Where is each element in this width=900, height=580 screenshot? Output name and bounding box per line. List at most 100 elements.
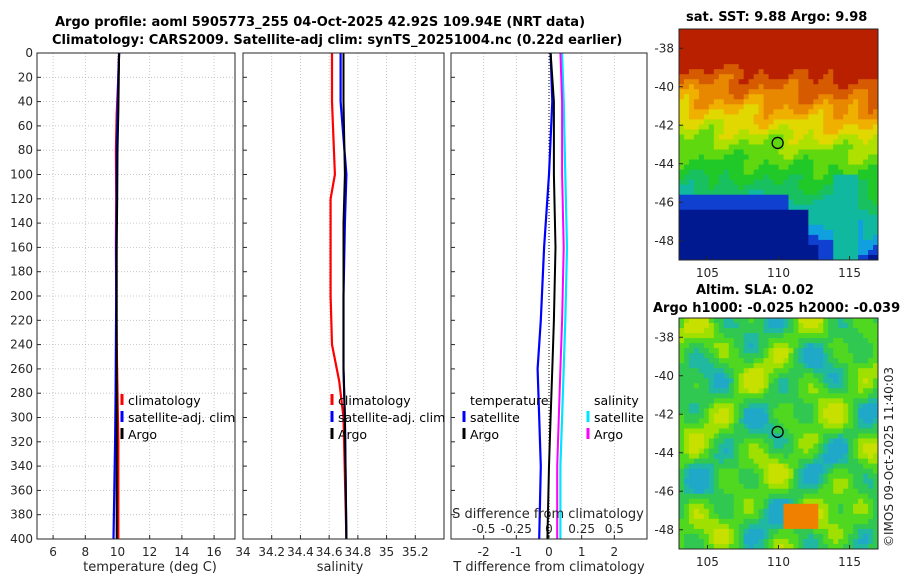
sst-map-cell [813, 234, 819, 241]
sst-map-cell [713, 144, 720, 150]
sla-map-cell [683, 513, 690, 520]
sla-map-cell [708, 338, 715, 344]
sst-map-cell [768, 219, 774, 226]
sla-map-cell [848, 508, 854, 515]
sla-map-cell [718, 483, 725, 490]
sst-map-cell [753, 174, 760, 181]
sla-map-cell [683, 448, 690, 454]
sla-map-cell [723, 513, 730, 520]
sst-map-cell [848, 179, 854, 186]
sla-map-cell [768, 323, 774, 329]
sla-map-cell [743, 393, 750, 399]
sla-map-cell [763, 408, 769, 414]
sla-map-cell [858, 333, 864, 339]
sst-map-cell [808, 224, 814, 231]
sla-map-cell [723, 413, 730, 419]
sst-map-cell [838, 154, 844, 160]
sst-map-cell [763, 99, 769, 105]
sst-map-cell [768, 164, 774, 171]
sst-map-cell [733, 224, 740, 231]
sst-map-cell [773, 34, 779, 40]
sla-map-cell [753, 353, 760, 359]
sst-map-cell [698, 254, 705, 261]
sla-map-cell [753, 443, 760, 449]
sla-map-cell [743, 323, 750, 329]
sst-map-cell [743, 104, 750, 110]
sst-map-cell [738, 169, 745, 176]
sst-map-cell [793, 84, 799, 90]
sla-map-cell [713, 493, 720, 500]
sla-map-cell [758, 478, 764, 485]
sst-map-cell [808, 149, 814, 155]
sla-map-cell [833, 413, 839, 419]
sst-map-cell [768, 229, 774, 236]
sst-map-cell [768, 94, 774, 100]
sst-map-cell [698, 134, 705, 140]
sst-map-cell [768, 59, 774, 65]
sst-map-cell [773, 154, 779, 160]
sla-map-cell [768, 483, 774, 490]
sst-map-cell [708, 29, 715, 35]
sst-map-cell [753, 89, 760, 95]
sla-map-cell [763, 523, 769, 530]
sst-map-cell [713, 174, 720, 181]
sla-map-cell [808, 353, 814, 359]
sla-map-cell [868, 533, 874, 540]
sla-map-cell [873, 513, 879, 520]
sst-map-cell [698, 249, 705, 256]
sla-map-cell [703, 388, 710, 394]
sst-map-cell [753, 79, 760, 85]
sst-map-cell [743, 189, 750, 196]
sst-map-cell [788, 249, 794, 256]
sst-map-cell [823, 239, 829, 246]
sst-map-cell [778, 169, 784, 176]
sst-map-cell [843, 229, 849, 236]
sla-map-cell [718, 468, 725, 475]
sst-map-cell [848, 229, 854, 236]
sla-map-cell [713, 448, 720, 454]
sla-map-cell [808, 348, 814, 354]
sst-map-cell [798, 194, 804, 201]
sst-map-cell [718, 114, 725, 120]
sst-map-cell [763, 34, 769, 40]
sla-map-cell [748, 358, 755, 364]
sla-map-cell [778, 368, 784, 374]
sst-map-cell [773, 49, 779, 55]
sst-map-cell [838, 84, 844, 90]
sst-map-cell [828, 144, 834, 150]
sla-map-cell [743, 538, 750, 545]
sla-map-cell [793, 493, 799, 500]
sla-map-cell [753, 328, 760, 334]
sla-map-cell [813, 483, 819, 490]
sla-map-cell [868, 328, 874, 334]
sla-map-cell [718, 448, 725, 454]
sla-map-cell [858, 518, 864, 525]
temp-ytick-label: 0 [25, 46, 33, 60]
sla-map-cell [773, 353, 779, 359]
sla-map-cell [823, 528, 829, 535]
sst-map-cell [843, 189, 849, 196]
sst-map-cell [738, 179, 745, 186]
sst-map-cell [833, 79, 839, 85]
sst-map-cell [823, 124, 829, 130]
sla-map-cell [863, 343, 869, 349]
sla-map-cell [748, 533, 755, 540]
sla-map-cell [713, 383, 720, 389]
sst-map-cell [698, 49, 705, 55]
sst-map-cell [693, 149, 700, 155]
sla-map-cell [743, 428, 750, 434]
sla-map-cell [803, 463, 809, 470]
sst-map-cell [758, 204, 764, 211]
sst-map-cell [743, 79, 750, 85]
sst-map-cell [823, 199, 829, 206]
sst-map-cell [793, 119, 799, 125]
sla-map-cell [698, 513, 705, 520]
sla-map-cell [788, 338, 794, 344]
sst-map-cell [833, 59, 839, 65]
sst-map-cell [683, 154, 690, 160]
sst-map-cell [838, 144, 844, 150]
sst-map-cell [833, 74, 839, 80]
sst-map-cell [748, 144, 755, 150]
sst-map-cell [873, 194, 879, 201]
sst-map-cell [713, 99, 720, 105]
